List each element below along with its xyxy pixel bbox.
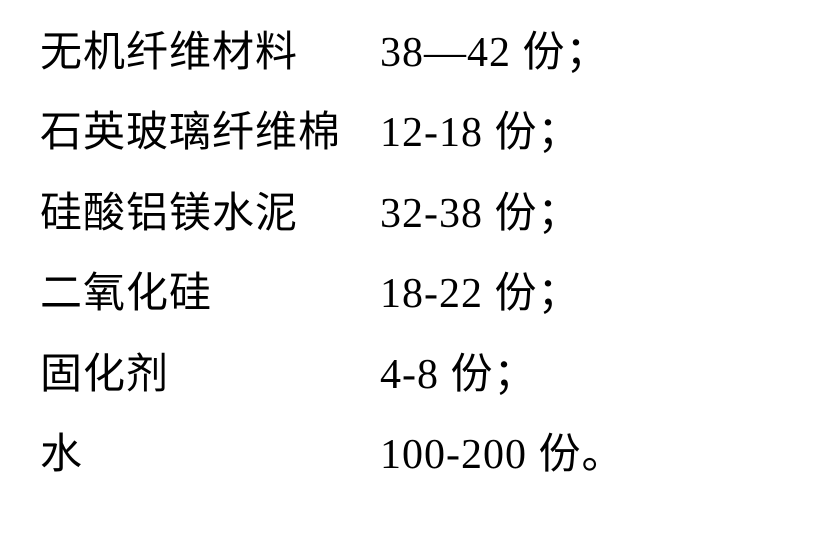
range-end: 8 (417, 352, 439, 398)
range-dash: - (446, 432, 461, 478)
range-dash: — (424, 30, 467, 76)
punct: 。 (582, 432, 625, 478)
table-row: 无机纤维材料 38—42 份； (40, 28, 811, 78)
table-row: 硅酸铝镁水泥 32-38 份； (40, 189, 811, 239)
range-end: 42 (467, 30, 511, 76)
range-end: 200 (461, 432, 527, 478)
range-dash: - (424, 191, 439, 237)
unit-label: 份 (495, 271, 538, 317)
range-dash: - (424, 110, 439, 156)
ingredient-label: 固化剂 (40, 350, 380, 400)
range-end: 18 (439, 110, 483, 156)
ingredient-value: 38—42 份； (380, 28, 609, 78)
punct: ； (538, 191, 581, 237)
ingredient-label: 二氧化硅 (40, 269, 380, 319)
ingredient-label: 水 (40, 430, 380, 480)
punct: ； (494, 352, 537, 398)
ingredient-value: 32-38 份； (380, 189, 581, 239)
punct: ； (538, 271, 581, 317)
range-start: 38 (380, 30, 424, 76)
range-start: 100 (380, 432, 446, 478)
range-dash: - (402, 352, 417, 398)
ingredient-label: 无机纤维材料 (40, 28, 380, 78)
range-start: 18 (380, 271, 424, 317)
table-row: 石英玻璃纤维棉 12-18 份； (40, 108, 811, 158)
range-start: 32 (380, 191, 424, 237)
ingredients-table: 无机纤维材料 38—42 份； 石英玻璃纤维棉 12-18 份； 硅酸铝镁水泥 … (0, 0, 831, 530)
ingredient-label: 硅酸铝镁水泥 (40, 189, 380, 239)
range-dash: - (424, 271, 439, 317)
punct: ； (538, 110, 581, 156)
range-end: 22 (439, 271, 483, 317)
range-start: 12 (380, 110, 424, 156)
ingredient-value: 100-200 份。 (380, 430, 625, 480)
ingredient-value: 18-22 份； (380, 269, 581, 319)
ingredient-value: 4-8 份； (380, 350, 537, 400)
unit-label: 份 (539, 432, 582, 478)
ingredient-value: 12-18 份； (380, 108, 581, 158)
table-row: 固化剂 4-8 份； (40, 350, 811, 400)
unit-label: 份 (523, 30, 566, 76)
unit-label: 份 (495, 191, 538, 237)
range-start: 4 (380, 352, 402, 398)
ingredient-label: 石英玻璃纤维棉 (40, 108, 380, 158)
table-row: 二氧化硅 18-22 份； (40, 269, 811, 319)
table-row: 水 100-200 份。 (40, 430, 811, 480)
range-end: 38 (439, 191, 483, 237)
unit-label: 份 (495, 110, 538, 156)
unit-label: 份 (451, 352, 494, 398)
punct: ； (566, 30, 609, 76)
